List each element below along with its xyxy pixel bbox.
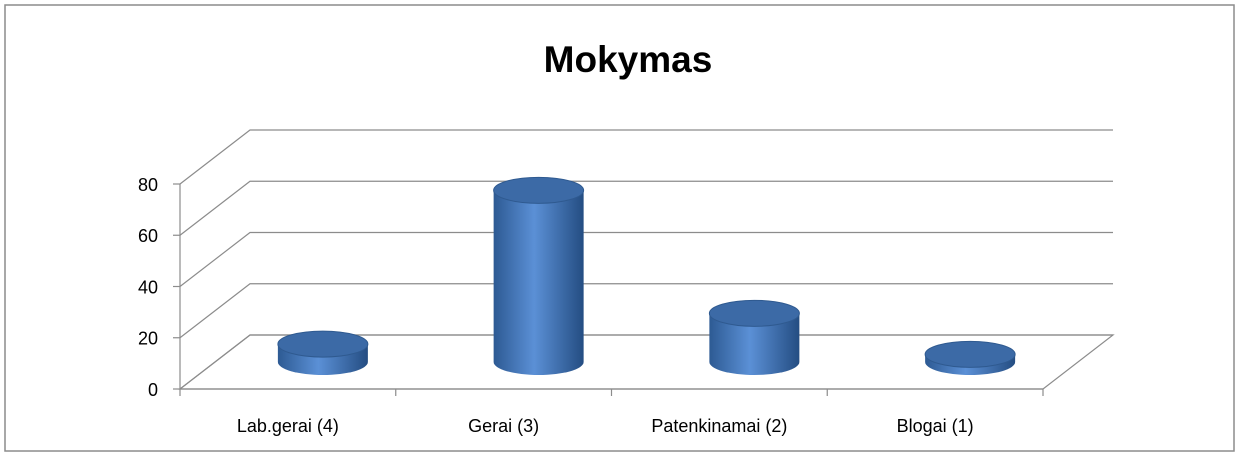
bar-top — [924, 340, 1016, 368]
grid-line — [179, 180, 1113, 236]
chart-title: Mokymas — [544, 39, 713, 80]
y-tick-label: 60 — [138, 226, 158, 246]
x-tick-label: Lab.gerai (4) — [237, 416, 339, 436]
y-tick-label: 20 — [138, 329, 158, 349]
x-tick-label: Blogai (1) — [897, 416, 974, 436]
grid-line — [179, 283, 1113, 339]
grid-line — [179, 231, 1113, 287]
chart-frame — [4, 4, 1235, 452]
bar — [709, 313, 800, 376]
bar-top — [493, 176, 585, 204]
y-tick-label: 40 — [138, 277, 158, 297]
bar-top — [277, 330, 369, 358]
grid-line — [179, 129, 1113, 185]
y-tick-label: 80 — [138, 175, 158, 195]
y-tick-label: 0 — [148, 380, 158, 400]
bar-top — [708, 299, 800, 327]
x-tick-label: Gerai (3) — [468, 416, 539, 436]
plot-area: 0 20 40 60 80 Lab.gerai (4) Gerai (3) Patenkina… — [138, 129, 1115, 436]
bar — [493, 190, 584, 376]
x-tick-label: Patenkinamai (2) — [651, 416, 787, 436]
grid-line — [179, 334, 1113, 390]
